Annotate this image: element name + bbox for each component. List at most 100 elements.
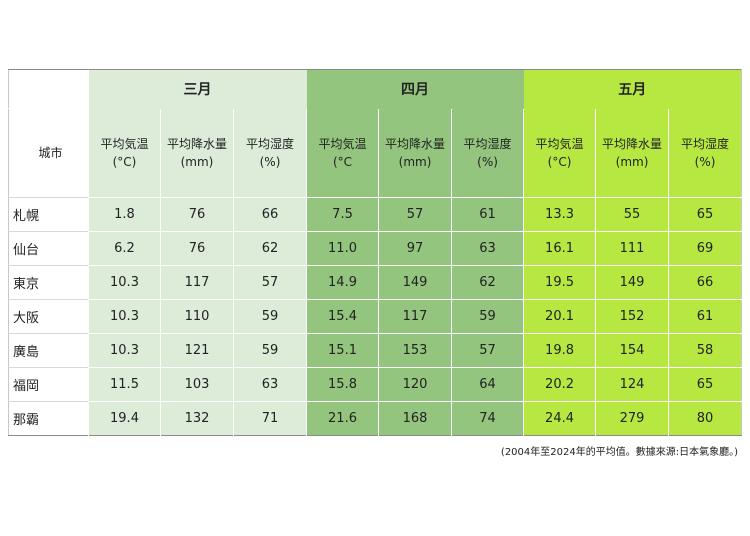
column-header: 平均気温 (°C	[306, 108, 379, 198]
table-cell: 124	[595, 367, 669, 402]
column-header-unit: (%)	[694, 154, 716, 169]
table-cell: 59	[232, 333, 307, 368]
table-cell: 11.0	[306, 231, 379, 266]
column-header: 平均降水量 (mm)	[378, 108, 452, 198]
table-row: 廣島 10.3 121 59 15.1 153 57 19.8 154 58	[8, 333, 742, 368]
table-cell: 7.5	[306, 197, 379, 232]
table-row: 福岡 11.5 103 63 15.8 120 64 20.2 124 65	[8, 367, 742, 402]
table-cell: 14.9	[306, 265, 379, 300]
table-cell: 132	[160, 401, 234, 436]
table-cell: 10.3	[88, 265, 161, 300]
table-cell: 13.3	[523, 197, 596, 232]
table-row: 仙台 6.2 76 62 11.0 97 63 16.1 111 69	[8, 231, 742, 266]
column-header-label: 平均気温	[535, 136, 584, 151]
table-cell: 65	[668, 197, 742, 232]
column-header-label: 平均降水量	[385, 136, 446, 151]
table-row: 札幌 1.8 76 66 7.5 57 61 13.3 55 65	[8, 197, 742, 232]
city-name: 福岡	[8, 367, 89, 402]
month-header-march: 三月	[88, 69, 307, 109]
column-header-label: 平均湿度	[246, 136, 295, 151]
table-cell: 149	[595, 265, 669, 300]
table-cell: 153	[378, 333, 452, 368]
column-header-unit: (%)	[477, 154, 498, 169]
table-cell: 62	[232, 231, 307, 266]
table-cell: 69	[668, 231, 742, 266]
table-cell: 24.4	[523, 401, 596, 436]
table-cell: 58	[668, 333, 742, 368]
column-header-unit: (°C)	[547, 154, 572, 169]
climate-table: 三月 四月 五月 城市 平均気温 (°C) 平均降水量 (mm) 平均湿度 (%) 平均気温…	[8, 69, 743, 436]
column-header-unit: (mm)	[398, 154, 432, 169]
table-cell: 57	[378, 197, 452, 232]
table-cell: 168	[378, 401, 452, 436]
table-cell: 76	[160, 231, 234, 266]
table-cell: 1.8	[88, 197, 161, 232]
table-cell: 62	[451, 265, 524, 300]
table-cell: 15.4	[306, 299, 379, 334]
month-header-april: 四月	[306, 69, 524, 109]
city-name: 東京	[8, 265, 89, 300]
column-header: 平均気温 (°C)	[88, 108, 161, 198]
month-header-may: 五月	[523, 69, 742, 109]
table-cell: 57	[451, 333, 524, 368]
table-cell: 11.5	[88, 367, 161, 402]
table-cell: 57	[232, 265, 307, 300]
table-cell: 66	[668, 265, 742, 300]
header-corner	[8, 69, 89, 109]
city-column-header: 城市	[8, 108, 89, 198]
city-name: 札幌	[8, 197, 89, 232]
column-header: 平均降水量 (mm)	[160, 108, 234, 198]
city-name: 仙台	[8, 231, 89, 266]
column-header: 平均湿度 (%)	[232, 108, 307, 198]
table-cell: 103	[160, 367, 234, 402]
table-cell: 117	[378, 299, 452, 334]
table-cell: 16.1	[523, 231, 596, 266]
table-cell: 61	[668, 299, 742, 334]
table-row: 那霸 19.4 132 71 21.6 168 74 24.4 279 80	[8, 401, 742, 436]
table-cell: 61	[451, 197, 524, 232]
table-row: 東京 10.3 117 57 14.9 149 62 19.5 149 66	[8, 265, 742, 300]
table-cell: 154	[595, 333, 669, 368]
column-header-unit: (%)	[259, 154, 281, 169]
column-header-unit: (°C	[332, 154, 353, 169]
column-header-label: 平均気温	[318, 136, 367, 151]
table-cell: 63	[232, 367, 307, 402]
table-cell: 6.2	[88, 231, 161, 266]
table-cell: 117	[160, 265, 234, 300]
table-cell: 80	[668, 401, 742, 436]
table-cell: 19.8	[523, 333, 596, 368]
city-name: 大阪	[8, 299, 89, 334]
table-cell: 121	[160, 333, 234, 368]
city-name: 廣島	[8, 333, 89, 368]
month-header-row: 三月 四月 五月	[8, 69, 742, 109]
table-cell: 65	[668, 367, 742, 402]
table-cell: 19.5	[523, 265, 596, 300]
table-cell: 110	[160, 299, 234, 334]
column-header-label: 平均湿度	[463, 136, 512, 151]
table-cell: 59	[232, 299, 307, 334]
column-header-unit: (mm)	[180, 154, 214, 169]
table-cell: 149	[378, 265, 452, 300]
table-cell: 19.4	[88, 401, 161, 436]
table-row: 大阪 10.3 110 59 15.4 117 59 20.1 152 61	[8, 299, 742, 334]
table-cell: 152	[595, 299, 669, 334]
table-cell: 20.2	[523, 367, 596, 402]
column-header-label: 平均湿度	[681, 136, 730, 151]
column-header-label: 平均降水量	[602, 136, 663, 151]
table-cell: 76	[160, 197, 234, 232]
table-cell: 74	[451, 401, 524, 436]
table-cell: 10.3	[88, 299, 161, 334]
footnote: (2004年至2024年的平均值。數據來源:日本氣象廳。)	[500, 447, 738, 458]
column-header: 平均降水量 (mm)	[595, 108, 669, 198]
column-header-label: 平均降水量	[166, 136, 227, 151]
column-header-row: 城市 平均気温 (°C) 平均降水量 (mm) 平均湿度 (%) 平均気温 (°C 平均降水量 (…	[8, 108, 742, 198]
table-cell: 63	[451, 231, 524, 266]
table-cell: 66	[232, 197, 307, 232]
table-cell: 120	[378, 367, 452, 402]
column-header: 平均湿度 (%)	[451, 108, 524, 198]
table-cell: 20.1	[523, 299, 596, 334]
table-cell: 15.1	[306, 333, 379, 368]
table-cell: 97	[378, 231, 452, 266]
table-cell: 64	[451, 367, 524, 402]
table-cell: 10.3	[88, 333, 161, 368]
